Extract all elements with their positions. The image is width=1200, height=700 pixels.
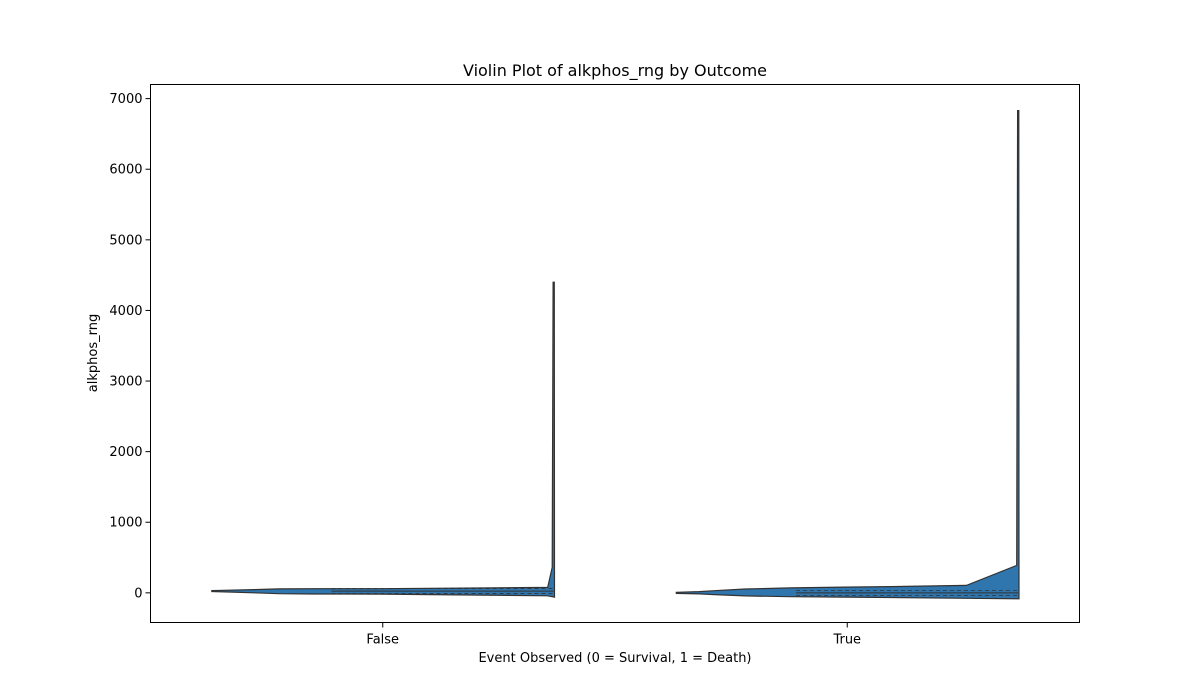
x-tick-label: False: [366, 633, 399, 648]
y-axis-label: alkphos_rng: [86, 314, 101, 392]
x-tick-label: True: [832, 633, 861, 648]
violin-body-false: [211, 281, 556, 598]
y-axis: 0 1000 2000 3000 4000 5000 6000 7000: [109, 92, 151, 601]
y-tick-label: 2000: [109, 445, 142, 460]
y-tick-label: 3000: [109, 375, 142, 390]
x-axis: False True: [366, 622, 861, 648]
y-tick-label: 5000: [109, 233, 142, 248]
y-tick-label: 1000: [109, 516, 142, 531]
y-tick-label: 7000: [109, 92, 142, 107]
y-tick-label: 6000: [109, 163, 142, 178]
violin-body-true: [675, 110, 1020, 600]
chart-title: Violin Plot of alkphos_rng by Outcome: [463, 61, 767, 81]
y-tick-label: 4000: [109, 304, 142, 319]
y-tick-label: 0: [134, 586, 142, 601]
axes-frame: [150, 84, 1080, 623]
x-axis-label: Event Observed (0 = Survival, 1 = Death): [478, 651, 751, 666]
plot-area: [211, 110, 1020, 600]
